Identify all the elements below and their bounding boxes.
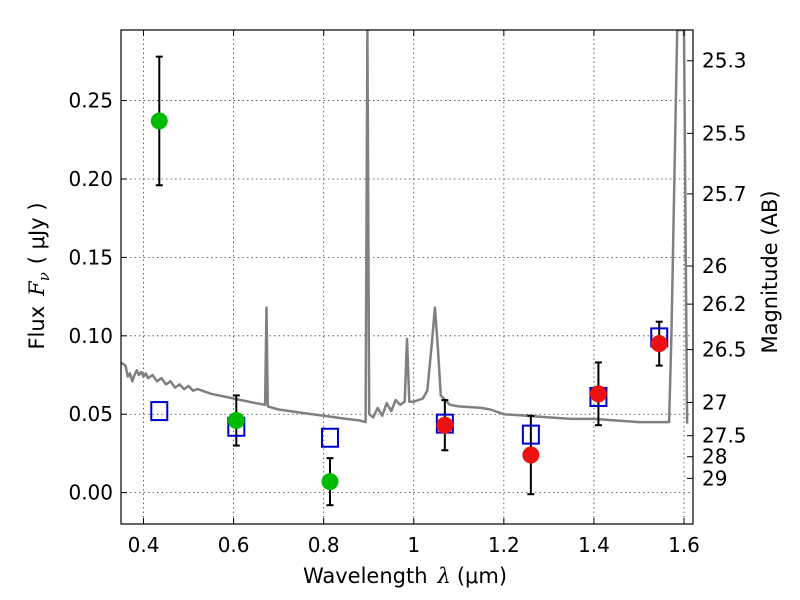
y2-tick-label: 27.5 (702, 424, 747, 448)
y2-tick-label: 26.2 (702, 292, 747, 316)
y-tick-label: 0.05 (68, 402, 113, 426)
x-tick-label: 1.6 (668, 533, 700, 557)
y-tick-label: 0.20 (68, 167, 113, 191)
y-axis-label: FluxFν( μJy ) (25, 202, 53, 349)
y-tick-label: 0.10 (68, 324, 113, 348)
observed-flux-point (321, 473, 339, 491)
x-axis-label: Wavelength λ (μm) (303, 564, 507, 588)
observed-flux-point (650, 335, 668, 353)
plot-frame (120, 29, 694, 525)
plot-area: 0.4 0.6 0.8 1 1.2 1.4 1.6 0.00 0.05 0.10 0.15 0.20 0… (68, 29, 747, 557)
y2-tick-label: 26 (702, 254, 727, 278)
observed-flux-point (436, 416, 454, 434)
model-photometry-square (521, 424, 540, 445)
model-photometry-square (150, 401, 169, 422)
y2-tick-label: 25.5 (702, 121, 747, 145)
y2-tick-label: 25.3 (702, 49, 747, 73)
x-tick-label: 1.2 (488, 533, 520, 557)
y2-axis-label: Magnitude (AB) (758, 190, 782, 353)
observed-flux-point (522, 446, 540, 464)
x-tick-label: 1.4 (578, 533, 610, 557)
x-tick-label: 0.6 (218, 533, 250, 557)
observed-flux-point (150, 112, 168, 130)
y2-tick-label: 25.7 (702, 182, 747, 206)
x-tick-label: 1 (407, 533, 420, 557)
y-tick-label: 0.25 (68, 89, 113, 113)
observed-flux-point (227, 411, 245, 429)
model-spectrum-line (121, 30, 689, 424)
y2-tick-label: 29 (702, 466, 727, 490)
y2-tick-label: 28 (702, 445, 727, 469)
y-tick-label: 0.00 (68, 481, 113, 505)
y2-tick-label: 26.5 (702, 338, 747, 362)
x-tick-label: 0.8 (308, 533, 340, 557)
model-photometry-square (320, 427, 339, 448)
y-tick-label: 0.15 (68, 245, 113, 269)
x-tick-label: 0.4 (128, 533, 160, 557)
observed-flux-point (589, 385, 607, 403)
y2-tick-label: 27 (702, 390, 727, 414)
